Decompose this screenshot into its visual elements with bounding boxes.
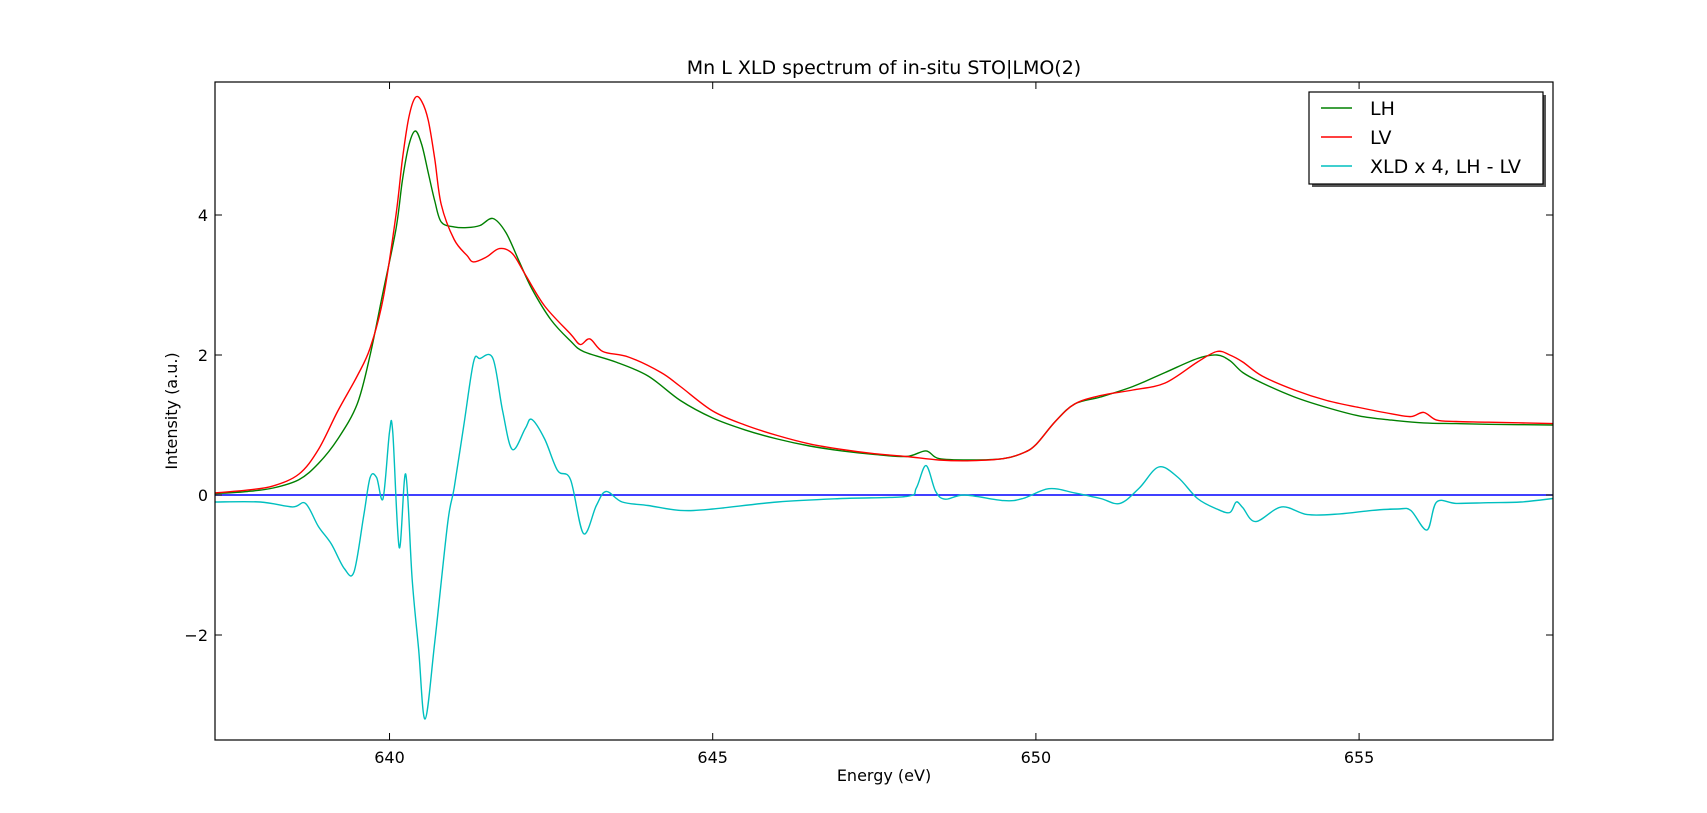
series-line-2 xyxy=(215,353,1553,720)
chart-title: Mn L XLD spectrum of in-situ STO|LMO(2) xyxy=(687,57,1081,79)
y-tick-label: 4 xyxy=(198,206,208,225)
y-tick-label: −2 xyxy=(184,626,208,645)
series-line-1 xyxy=(215,95,1553,494)
x-tick-label: 650 xyxy=(1021,748,1052,767)
y-tick-label: 2 xyxy=(198,346,208,365)
x-tick-label: 645 xyxy=(697,748,728,767)
series-line-0 xyxy=(215,130,1553,495)
y-axis-label: Intensity (a.u.) xyxy=(162,352,181,469)
legend: LH LV XLD x 4, LH - LV xyxy=(1308,91,1546,187)
x-tick-label: 655 xyxy=(1344,748,1375,767)
legend-label-1: LV xyxy=(1370,127,1392,149)
y-tick-label: 0 xyxy=(198,486,208,505)
legend-label-0: LH xyxy=(1370,98,1395,120)
plot-frame xyxy=(214,81,1554,741)
legend-label-2: XLD x 4, LH - LV xyxy=(1370,156,1521,178)
plot-area: 640 645 650 655 −2 0 2 4 xyxy=(184,81,1554,767)
x-axis-label: Energy (eV) xyxy=(837,766,931,785)
x-tick-label: 640 xyxy=(374,748,405,767)
